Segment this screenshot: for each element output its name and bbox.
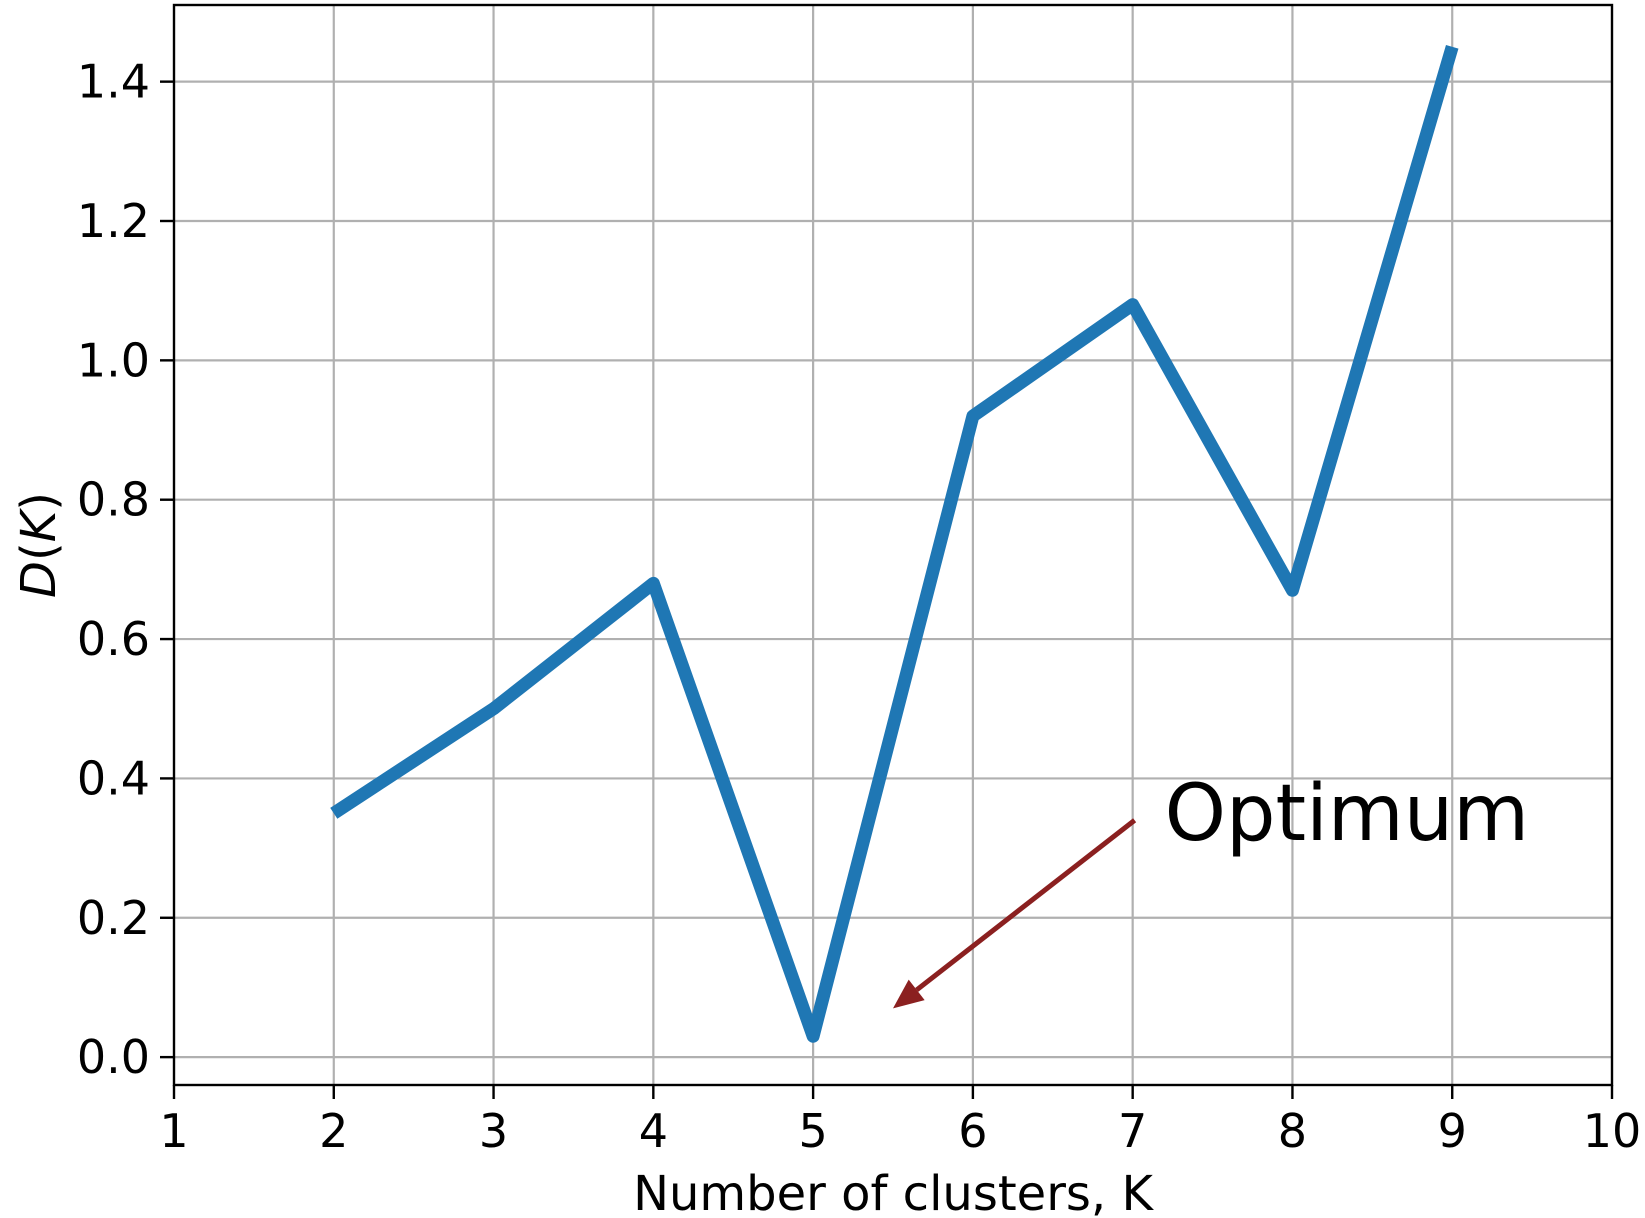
annotation-optimum-label: Optimum bbox=[1165, 769, 1530, 859]
x-tick-label: 7 bbox=[1118, 1104, 1147, 1158]
y-axis-title: D(K) bbox=[11, 492, 67, 598]
series bbox=[330, 44, 1459, 1043]
y-tick-label: 0.6 bbox=[77, 612, 150, 666]
y-tick-label: 0.2 bbox=[77, 891, 150, 945]
x-tick-label: 5 bbox=[798, 1104, 827, 1158]
x-tick-label: 2 bbox=[319, 1104, 348, 1158]
y-tick-label: 1.2 bbox=[77, 194, 150, 248]
grid bbox=[174, 5, 1612, 1085]
x-axis-title: Number of clusters, K bbox=[633, 1166, 1154, 1218]
y-tick-label: 0.8 bbox=[77, 473, 150, 527]
series-line bbox=[330, 44, 1459, 1043]
x-ticks: 1 2 3 4 5 6 7 8 9 10 bbox=[159, 1085, 1641, 1158]
x-tick-label: 8 bbox=[1278, 1104, 1307, 1158]
x-tick-label: 6 bbox=[958, 1104, 987, 1158]
x-tick-label: 10 bbox=[1583, 1104, 1642, 1158]
x-tick-label: 4 bbox=[639, 1104, 668, 1158]
x-tick-label: 1 bbox=[159, 1104, 188, 1158]
annotation-arrow-head bbox=[893, 979, 925, 1009]
y-tick-label: 1.4 bbox=[77, 55, 150, 109]
x-tick-label: 3 bbox=[479, 1104, 508, 1158]
y-tick-label: 0.4 bbox=[77, 751, 150, 805]
y-tick-label: 1.0 bbox=[77, 333, 150, 387]
annotation-arrow-shaft bbox=[915, 818, 1137, 992]
x-tick-label: 9 bbox=[1438, 1104, 1467, 1158]
axes-frame bbox=[172, 3, 1614, 1087]
annotation: Optimum bbox=[893, 769, 1530, 1009]
y-tick-label: 0.0 bbox=[77, 1030, 150, 1084]
y-ticks: 0.0 0.2 0.4 0.6 0.8 1.0 1.2 1.4 bbox=[77, 55, 174, 1084]
plot-frame bbox=[172, 3, 1614, 1087]
